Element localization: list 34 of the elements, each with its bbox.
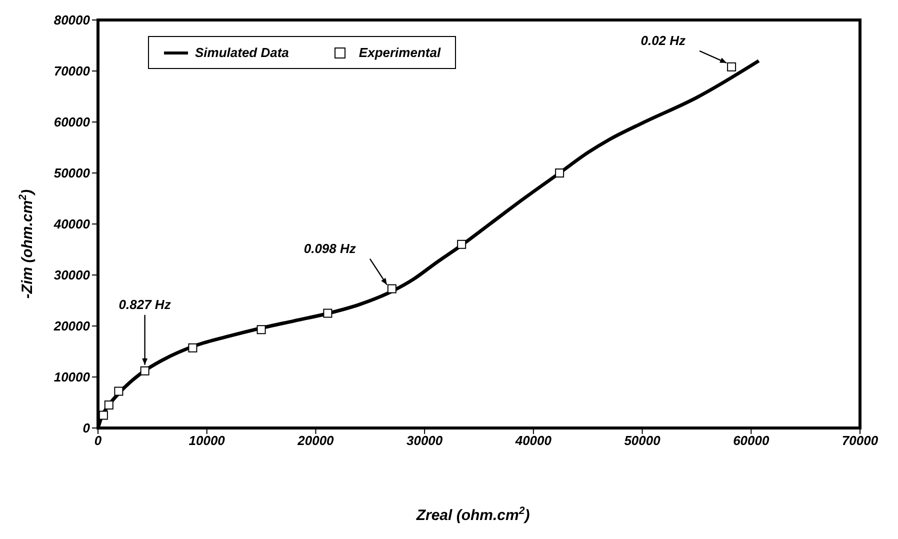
x-tick-label: 30000 [406, 433, 444, 448]
point [114, 386, 124, 396]
annotation: 0.098 Hz [304, 240, 356, 256]
x-tick-label: 0 [94, 433, 102, 448]
x-axis-title: Zreal (ohm.cm$^{2}$) [415, 505, 530, 524]
x-tick-label: 50000 [624, 433, 662, 448]
point [188, 343, 198, 352]
y-tick-label: 40000 [52, 216, 91, 232]
x-tick-label: 60000 [733, 433, 770, 448]
point [555, 168, 564, 178]
x-tick-label: 10000 [188, 433, 226, 448]
y-tick-label: 60000 [54, 114, 91, 130]
point [104, 400, 114, 410]
y-tick-label: 0 [82, 420, 91, 436]
legend-label: Experimental [358, 45, 441, 60]
y-tick-label: 70000 [54, 64, 91, 79]
point [323, 308, 332, 318]
point [457, 240, 466, 249]
x-tick-label: 40000 [514, 433, 552, 448]
y-tick-label: 80000 [54, 12, 91, 28]
point [98, 410, 108, 420]
point [256, 325, 266, 334]
y-tick-label: 20000 [52, 318, 91, 334]
legend-label: Simulated Data [195, 45, 289, 60]
x-tick-label: 70000 [842, 433, 879, 448]
y-tick-label: 10000 [54, 370, 91, 385]
point [727, 62, 736, 72]
x-tick-label: 20000 [296, 433, 335, 448]
point [387, 284, 396, 294]
y-tick-label: 30000 [54, 268, 91, 283]
annotation: 0.827 Hz [118, 296, 172, 312]
point [140, 366, 150, 376]
annotation: 0.02 Hz [640, 32, 686, 48]
y-tick-label: 50000 [54, 166, 91, 181]
